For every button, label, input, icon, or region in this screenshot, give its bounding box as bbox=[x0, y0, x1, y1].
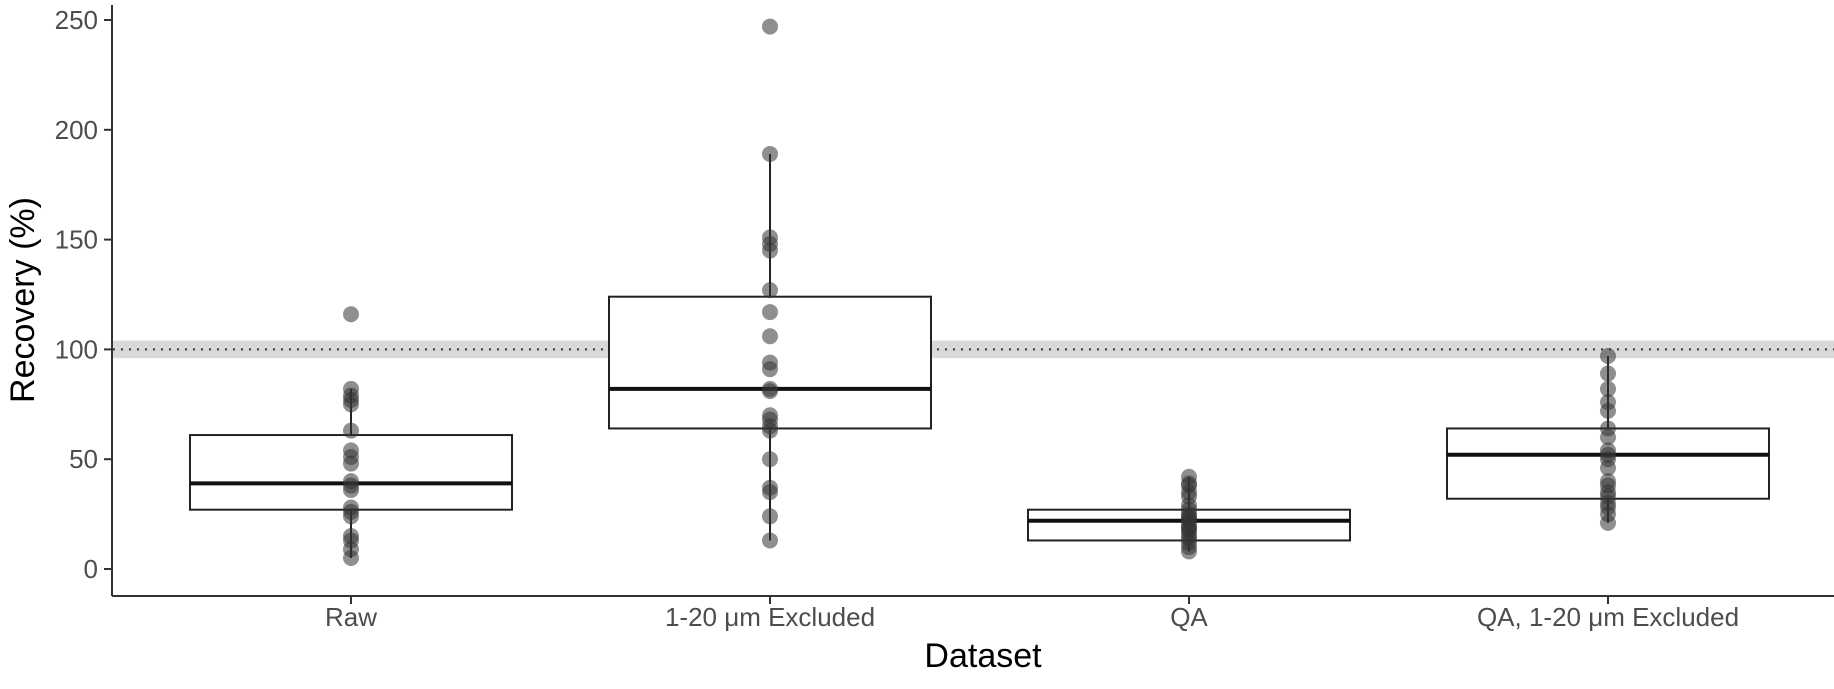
data-point bbox=[1600, 394, 1616, 411]
y-tick-label: 200 bbox=[55, 115, 98, 145]
y-tick-label: 0 bbox=[84, 554, 98, 584]
data-point bbox=[343, 442, 359, 459]
reference-layer bbox=[113, 340, 1834, 359]
data-point bbox=[762, 145, 778, 162]
data-point bbox=[1600, 442, 1616, 459]
data-point bbox=[762, 354, 778, 371]
x-tick-label: Raw bbox=[325, 602, 377, 632]
data-point bbox=[343, 499, 359, 516]
data-point bbox=[1600, 473, 1616, 490]
point-layer bbox=[343, 18, 1616, 567]
y-tick-label: 250 bbox=[55, 5, 98, 35]
data-point bbox=[762, 328, 778, 345]
axis-layer: 0 50 100 150 200 250 Raw 1-20 μm Excluded QA QA, … bbox=[55, 5, 1834, 632]
data-point bbox=[762, 479, 778, 496]
y-tick-label: 150 bbox=[55, 225, 98, 255]
data-point bbox=[762, 532, 778, 549]
y-tick-label: 50 bbox=[69, 444, 98, 474]
data-point bbox=[1181, 468, 1197, 485]
data-point bbox=[762, 407, 778, 424]
data-point bbox=[1600, 420, 1616, 437]
x-tick-label: 1-20 μm Excluded bbox=[665, 602, 875, 632]
data-point bbox=[762, 380, 778, 397]
data-point bbox=[343, 473, 359, 490]
data-point bbox=[762, 18, 778, 35]
data-point bbox=[762, 304, 778, 321]
data-point bbox=[343, 528, 359, 545]
data-point bbox=[343, 422, 359, 439]
data-point bbox=[762, 229, 778, 246]
data-point bbox=[1600, 380, 1616, 397]
x-axis-title: Dataset bbox=[924, 637, 1042, 675]
data-point bbox=[343, 380, 359, 397]
x-tick-label: QA, 1-20 μm Excluded bbox=[1477, 602, 1739, 632]
data-point bbox=[343, 306, 359, 323]
data-point bbox=[1600, 347, 1616, 364]
y-tick-label: 100 bbox=[55, 334, 98, 364]
y-axis-title: Recovery (%) bbox=[4, 197, 42, 403]
data-point bbox=[762, 508, 778, 525]
data-point bbox=[762, 451, 778, 468]
reference-band bbox=[113, 340, 1834, 359]
data-point bbox=[1600, 365, 1616, 382]
x-tick-label: QA bbox=[1170, 602, 1208, 632]
data-point bbox=[762, 282, 778, 299]
